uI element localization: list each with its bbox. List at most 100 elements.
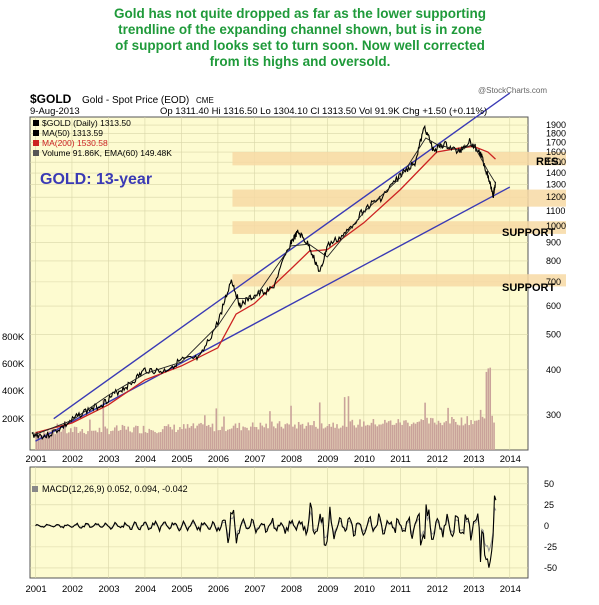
volume-bar: [249, 426, 252, 450]
volume-bar: [299, 424, 302, 450]
volume-bar: [123, 425, 126, 450]
volume-bar: [395, 423, 398, 450]
volume-bar: [190, 426, 193, 450]
volume-bar: [217, 430, 220, 450]
volume-bar: [428, 423, 430, 450]
volume-bar: [330, 426, 333, 450]
volume-bar: [85, 434, 87, 450]
volume-bar: [202, 424, 204, 450]
volume-bar: [194, 428, 197, 450]
macd-tick-label: 50: [544, 479, 554, 489]
volume-bar: [192, 423, 195, 450]
exchange: CME: [196, 96, 214, 105]
volume-bar: [179, 427, 181, 450]
volume-bar: [355, 427, 357, 450]
volume-bar: [485, 371, 488, 450]
price-tick-label: 1000: [546, 221, 566, 231]
volume-bar: [284, 424, 287, 450]
volume-bar: [119, 430, 122, 450]
date-tick-label: 2010: [354, 584, 375, 595]
price-tick-label: 300: [546, 410, 561, 420]
volume-bar: [221, 426, 223, 450]
legend-swatch: [33, 150, 39, 156]
price-tick-label: 400: [546, 365, 561, 375]
volume-bar: [259, 422, 262, 450]
date-tick-label: 2001: [25, 584, 46, 595]
volume-bar: [94, 430, 97, 450]
volume-bar: [460, 417, 463, 450]
volume-bar: [89, 419, 91, 450]
volume-bar: [104, 426, 107, 450]
volume-bar: [445, 421, 447, 450]
volume-bar: [156, 433, 158, 450]
volume-bar: [307, 422, 310, 450]
volume-bar: [410, 424, 413, 450]
volume-bar: [98, 427, 101, 450]
volume-bar: [391, 424, 394, 450]
zone-band: [232, 274, 566, 287]
volume-bar: [309, 425, 311, 450]
volume-bar: [370, 422, 373, 450]
price-tick-label: 900: [546, 237, 561, 247]
price-tick-label: 500: [546, 330, 561, 340]
volume-bar: [171, 429, 174, 450]
volume-bar: [317, 428, 319, 450]
volume-bar: [188, 427, 191, 450]
volume-bar: [114, 427, 116, 450]
volume-bar: [351, 419, 354, 450]
volume-bar: [211, 423, 214, 450]
volume-bar: [276, 423, 279, 450]
volume-bar: [56, 423, 59, 450]
volume-bar: [77, 432, 80, 450]
volume-bar: [332, 422, 334, 450]
date-tick-label: 2006: [208, 584, 229, 595]
volume-bar: [385, 422, 388, 450]
price-tick-label: 700: [546, 277, 561, 287]
volume-bar: [295, 428, 298, 450]
volume-tick-label: 200K: [2, 414, 25, 425]
ohlc-readout: Op 1311.40 Hi 1316.50 Lo 1304.10 Cl 1313…: [160, 106, 487, 117]
volume-bar: [246, 427, 248, 450]
volume-bar: [43, 430, 45, 450]
date-axis-top: 2001 2002 2003 2004 2005 2006 2007 2008 2009 2010…: [25, 454, 520, 465]
volume-bar: [271, 421, 273, 450]
volume-bar: [251, 422, 254, 450]
volume-bar: [374, 424, 377, 450]
volume-bar: [269, 411, 271, 450]
volume-bar: [433, 422, 436, 450]
volume-bar: [487, 368, 490, 450]
volume-bar: [334, 427, 336, 450]
volume-bar: [150, 430, 152, 450]
macd-tick-label: -50: [544, 563, 557, 573]
volume-bar: [376, 426, 379, 450]
volume-bar: [403, 420, 405, 450]
volume-bar: [408, 426, 411, 450]
date-tick-label: 2007: [244, 454, 265, 465]
legend-entry: Volume 91.86K, EMA(60) 149.48K: [42, 148, 172, 158]
volume-bar: [345, 426, 348, 450]
symbol: $GOLD: [30, 92, 72, 106]
volume-bar: [45, 433, 47, 450]
description: Gold - Spot Price (EOD): [82, 95, 189, 106]
volume-bar: [117, 430, 120, 450]
volume-bar: [173, 424, 175, 450]
volume-bar: [364, 425, 367, 450]
price-lines: [31, 92, 511, 442]
volume-bar: [405, 420, 407, 450]
volume-bar: [215, 408, 218, 450]
legend-entry: $GOLD (Daily) 1313.50: [42, 118, 131, 128]
volume-bar: [227, 429, 229, 450]
legend-swatch: [33, 120, 39, 126]
volume-bar: [479, 409, 482, 450]
volume-bar: [152, 430, 154, 450]
volume-bar: [232, 425, 235, 450]
volume-bar: [462, 425, 465, 450]
volume-bar: [50, 429, 53, 450]
zone-band: [232, 189, 566, 207]
volume-bar: [106, 428, 108, 450]
volume-bar: [96, 432, 99, 450]
volume-bar: [439, 422, 442, 450]
volume-bar: [248, 430, 250, 450]
